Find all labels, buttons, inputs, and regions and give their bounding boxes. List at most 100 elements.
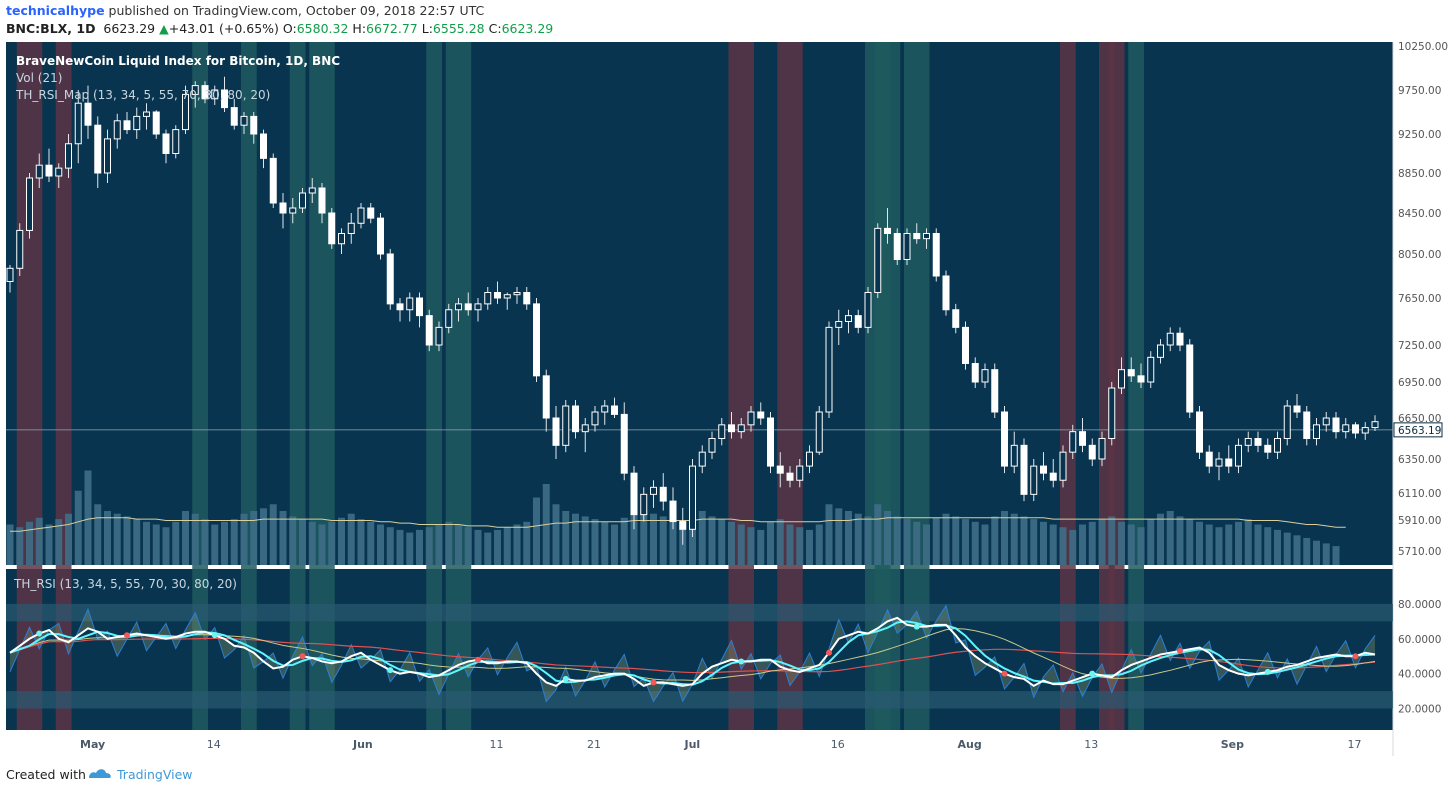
bear-candle	[962, 326, 969, 364]
rsi-signal-dot	[36, 630, 43, 637]
volume-bar	[308, 521, 316, 565]
volume-bar	[708, 516, 716, 565]
rsi-zone	[6, 691, 1393, 709]
bear-candle	[416, 297, 423, 317]
bear-candle	[533, 303, 540, 377]
rsi-signal-dot	[1264, 668, 1271, 675]
bull-candle	[835, 321, 843, 328]
volume-bar	[269, 504, 277, 565]
volume-bar	[318, 524, 326, 565]
volume-bar	[84, 470, 92, 565]
open-value: 6580.32	[296, 21, 349, 36]
volume-bar	[913, 521, 921, 565]
bear-candle	[123, 120, 131, 131]
bull-candle	[338, 233, 345, 245]
bull-candle	[240, 115, 248, 126]
bear-candle	[1020, 444, 1028, 495]
author-link[interactable]: technicalhype	[6, 3, 105, 18]
signal-band	[309, 42, 335, 730]
volume-bar	[357, 519, 365, 565]
volume-bar	[406, 532, 414, 565]
volume-bar	[562, 511, 570, 565]
bull-candle	[825, 326, 833, 413]
bear-candle	[318, 187, 326, 214]
bear-candle	[1196, 411, 1203, 453]
volume-bar	[416, 529, 423, 565]
bull-candle	[1157, 344, 1164, 358]
up-arrow-icon: ▲	[159, 21, 169, 36]
volume-bar	[650, 513, 657, 565]
chart-canvas[interactable]: 10250.00 9750.00 9250.00 8850.00 8450.00 8050…	[0, 42, 1454, 756]
volume-bar	[464, 527, 472, 565]
bull-candle	[191, 85, 199, 95]
bull-candle	[289, 207, 297, 214]
bull-candle	[1283, 405, 1291, 439]
bull-candle	[143, 111, 150, 117]
volume-bar	[698, 511, 706, 565]
price-tick-label: 7650.00	[1398, 293, 1441, 305]
signal-band	[445, 42, 472, 730]
bear-candle	[523, 292, 531, 305]
bull-candle	[737, 424, 745, 433]
bull-candle	[640, 493, 648, 516]
volume-bar	[1332, 546, 1340, 565]
rsi-signal-dot	[562, 675, 569, 682]
last-price-box	[1393, 422, 1443, 438]
volume-bar	[1313, 540, 1320, 565]
volume-bar	[240, 513, 248, 565]
bear-candle	[221, 89, 228, 109]
price-tick-label: 6950.00	[1398, 377, 1441, 389]
bull-candle	[503, 294, 511, 299]
volume-bar	[1147, 519, 1155, 565]
bull-candle	[1030, 465, 1038, 495]
candles	[6, 76, 1379, 545]
bull-candle	[133, 115, 141, 131]
volume-bar	[845, 511, 852, 565]
price-tick-label: 8450.00	[1398, 208, 1441, 220]
bear-candle	[425, 315, 433, 346]
bull-candle	[1313, 424, 1320, 440]
bear-candle	[1040, 465, 1047, 474]
bear-candle	[269, 157, 277, 204]
volume-bar	[923, 524, 930, 565]
time-axis[interactable]: May14Jun1121Jul16Aug13Sep17Oct	[80, 738, 1454, 751]
volume-bar	[211, 524, 219, 565]
price-tick-label: 5710.00	[1398, 546, 1441, 558]
volume-bar	[484, 532, 492, 565]
rsi-zone	[6, 603, 1393, 622]
volume-bar	[932, 517, 940, 565]
volume-bar	[45, 524, 53, 565]
price-ticks: 10250.00 9750.00 9250.00 8850.00 8450.00 8050…	[1398, 42, 1448, 558]
volume-bar	[1030, 519, 1038, 565]
time-axis-label: 13	[1084, 738, 1098, 751]
rsi-signal-dot	[387, 667, 394, 674]
volume-bar	[806, 529, 813, 565]
bear-candle	[1049, 472, 1057, 481]
bear-candle	[1176, 332, 1184, 346]
signal-band	[728, 42, 754, 730]
volume-bar	[1098, 519, 1106, 565]
bull-candle	[581, 424, 589, 433]
volume-bar	[718, 519, 726, 565]
bull-candle	[16, 229, 24, 269]
bull-candle	[65, 143, 72, 169]
bear-candle	[620, 413, 628, 474]
bear-candle	[1205, 451, 1213, 467]
bull-candle	[698, 451, 706, 467]
volume-bar	[260, 508, 267, 565]
volume-bar	[611, 524, 618, 565]
bull-candle	[1322, 417, 1330, 426]
ohlc-line: BNC:BLX, 1D 6623.29 ▲+43.01 (+0.65%) O:6…	[6, 21, 553, 36]
volume-bar	[786, 524, 794, 565]
bull-candle	[1059, 451, 1067, 481]
tradingview-link[interactable]: TradingView	[117, 767, 193, 782]
price-axis[interactable]	[1393, 42, 1448, 756]
bear-candle	[884, 227, 891, 234]
volume-bar	[1322, 543, 1330, 565]
bear-candle	[1303, 411, 1311, 439]
bear-candle	[728, 424, 735, 433]
tradingview-logo-icon[interactable]	[87, 765, 113, 781]
symbol-label[interactable]: BNC:BLX, 1D	[6, 21, 96, 36]
main-pane[interactable]	[6, 42, 1393, 565]
volume-bar	[659, 516, 667, 565]
